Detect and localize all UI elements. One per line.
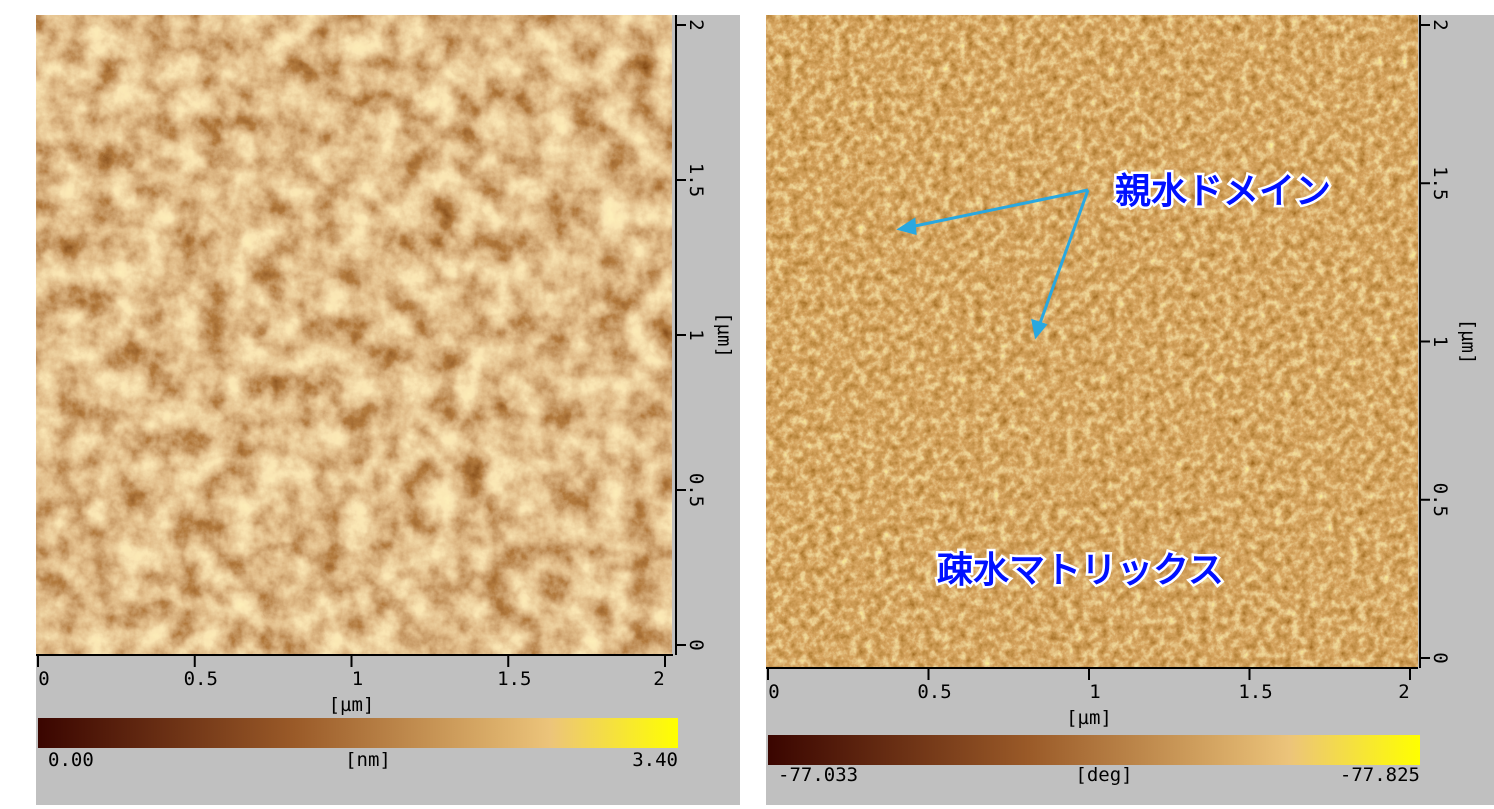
y-tick-label: 1.5	[1429, 166, 1451, 200]
y-tick-label: 1	[685, 329, 707, 340]
colorbar-min-label: -77.033	[778, 764, 858, 786]
y-tick-label: 2	[1429, 19, 1451, 30]
y-axis-label: [µm]	[1457, 319, 1479, 365]
colorbar-unit: [nm]	[345, 749, 391, 771]
x-tick-label: 0	[768, 681, 779, 703]
colorbar-max-label: -77.825	[1340, 764, 1420, 786]
y-tick-label: 0.5	[685, 473, 707, 507]
afm-height-image	[36, 15, 672, 655]
x-tick-label: 1.5	[497, 668, 531, 690]
x-tick-label: 2	[653, 668, 664, 690]
y-tick-label: 2	[685, 19, 707, 30]
annotation: 疎水マトリックス	[937, 550, 1224, 591]
y-tick-label: 0	[685, 639, 707, 650]
x-tick-label: 2	[1398, 681, 1409, 703]
colorbar-min-label: 0.00	[48, 749, 94, 771]
annotation: 親水ドメイン	[1115, 171, 1331, 212]
y-tick-label: 1.5	[685, 163, 707, 197]
y-axis-label: [µm]	[713, 312, 735, 358]
colorbar	[38, 718, 678, 748]
x-tick-label: 1	[1089, 681, 1100, 703]
y-tick-label: 0.5	[1429, 483, 1451, 517]
x-axis-label: [µm]	[329, 694, 375, 716]
x-tick-label: 0.5	[184, 668, 218, 690]
y-tick-label: 0	[1429, 652, 1451, 663]
colorbar	[768, 735, 1420, 765]
figure: 0 0.5 1 1.5 2 0 0.5 1 1.5 2 [µm] [µm] 0.00 [nm] 3.40 0 0…	[0, 0, 1494, 809]
x-tick-label: 1.5	[1238, 681, 1272, 703]
x-tick-label: 1	[352, 668, 363, 690]
x-tick-label: 0.5	[917, 681, 951, 703]
x-axis-label: [µm]	[1066, 707, 1112, 729]
y-tick-label: 1	[1429, 336, 1451, 347]
colorbar-unit: [deg]	[1075, 764, 1132, 786]
x-tick-label: 0	[38, 668, 49, 690]
colorbar-max-label: 3.40	[632, 749, 678, 771]
